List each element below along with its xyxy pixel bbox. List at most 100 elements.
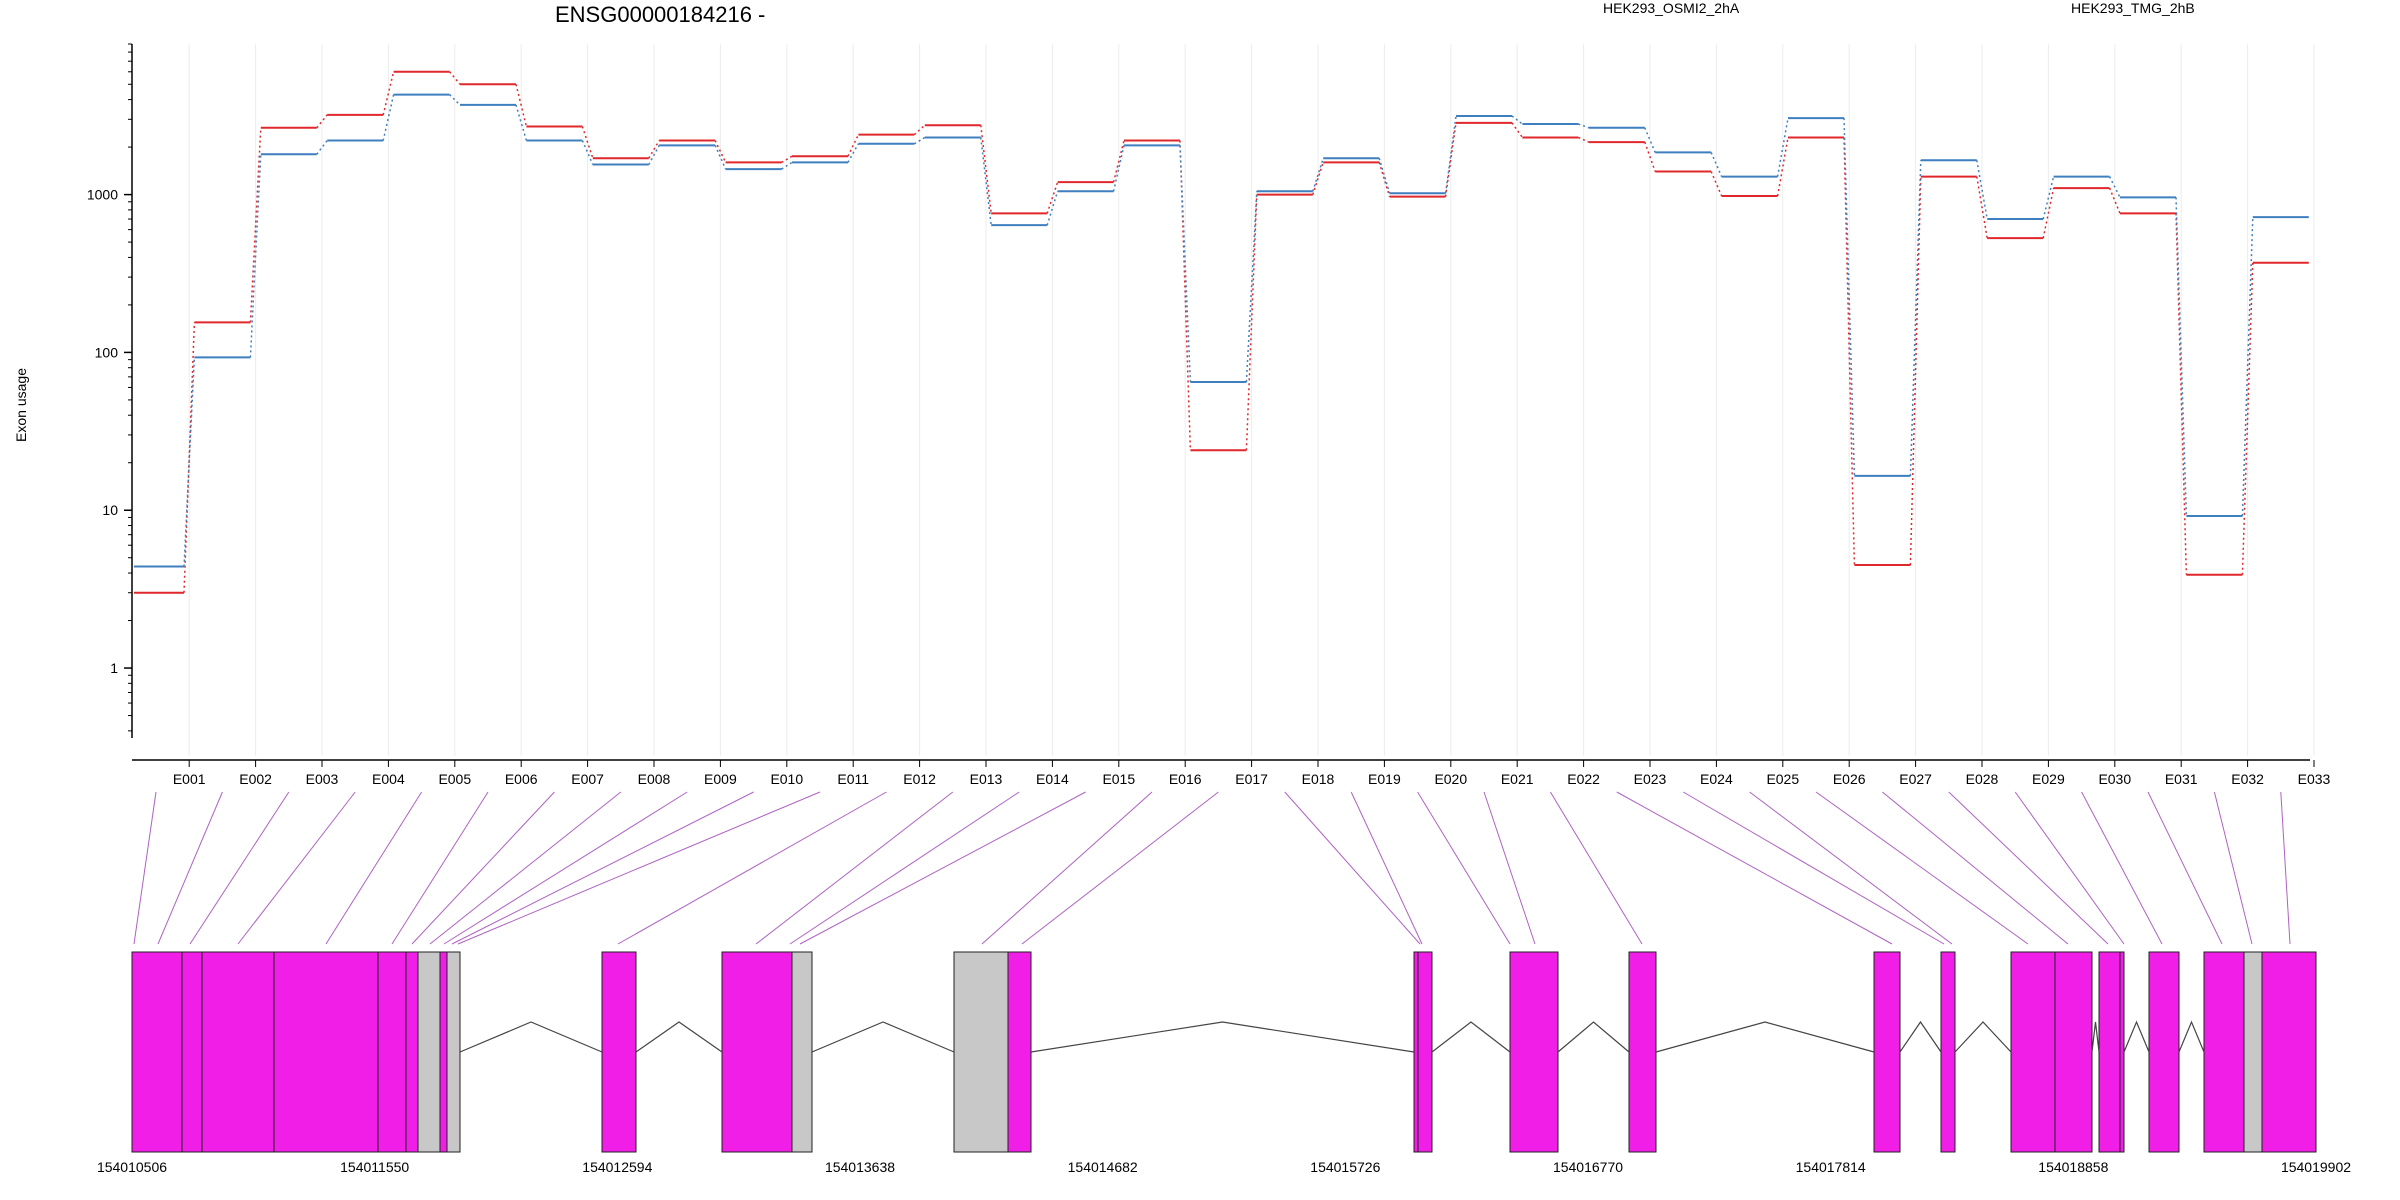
x-tick-label: E017 <box>1235 771 1268 787</box>
exon-block <box>2243 951 2263 1153</box>
coordinate-label: 154013638 <box>825 1159 895 1175</box>
y-tick-label: 100 <box>95 344 119 360</box>
exon-connector <box>799 791 1086 945</box>
exon-connector <box>429 791 622 945</box>
x-tick-label: E001 <box>173 771 206 787</box>
exon-block <box>2261 951 2317 1153</box>
series-join <box>2175 213 2188 575</box>
legend-series-2: HEK293_TMG_2hB <box>2071 0 2195 16</box>
exon-block <box>1413 951 1419 1153</box>
exon-connector <box>411 791 555 945</box>
exon-block <box>201 951 275 1153</box>
x-tick-label: E007 <box>571 771 604 787</box>
series-1 <box>134 70 2309 594</box>
series-join <box>781 155 793 164</box>
series-join <box>2108 176 2121 198</box>
chart-title: ENSG00000184216 - <box>555 2 765 27</box>
exon-connector <box>1948 791 2109 945</box>
exon-connector <box>189 791 290 945</box>
exon-connector <box>1549 791 1643 945</box>
coordinate-label: 154016770 <box>1553 1159 1623 1175</box>
x-tick-label: E002 <box>239 771 272 787</box>
series-join <box>183 322 196 593</box>
series-join <box>1511 122 1524 138</box>
exon-connector <box>1284 791 1421 945</box>
exon-block <box>439 951 448 1153</box>
coordinate-label: 154017814 <box>1796 1159 1866 1175</box>
exon-block <box>2148 951 2180 1153</box>
x-tick-label: E012 <box>903 771 936 787</box>
x-tick-label: E027 <box>1899 771 1932 787</box>
exon-connector <box>133 791 157 945</box>
exon-connector <box>2147 791 2223 945</box>
exon-block <box>1873 951 1901 1153</box>
legend-series-1: HEK293_OSMI2_2hA <box>1603 0 1740 16</box>
series-join <box>2175 197 2188 516</box>
x-tick-label: E015 <box>1102 771 1135 787</box>
x-tick-label: E014 <box>1036 771 1069 787</box>
series-join <box>2042 176 2055 220</box>
exon-block <box>1417 951 1433 1153</box>
series-join <box>1710 152 1723 177</box>
series-join <box>382 71 395 116</box>
x-tick-label: E003 <box>306 771 339 787</box>
series-join <box>781 161 793 170</box>
series-join <box>581 126 594 159</box>
coordinate-label: 154010506 <box>97 1159 167 1175</box>
x-tick-label: E029 <box>2032 771 2065 787</box>
exon-block <box>791 951 813 1153</box>
exon-block <box>405 951 419 1153</box>
exon-connector <box>2081 791 2163 945</box>
series-join <box>714 140 727 163</box>
exon-block <box>377 951 407 1153</box>
intron-line <box>1030 1021 1415 1053</box>
exon-connector <box>1682 791 1945 945</box>
series-join <box>847 143 860 163</box>
exon-connector <box>617 791 887 945</box>
x-tick-label: E033 <box>2298 771 2331 787</box>
series-join <box>1378 162 1391 197</box>
intron-line <box>811 1021 955 1053</box>
x-tick-label: E030 <box>2098 771 2131 787</box>
exon-block <box>1628 951 1657 1153</box>
coordinate-label: 154019902 <box>2281 1159 2351 1175</box>
exon-connector <box>2280 791 2291 945</box>
series-join <box>1578 136 1590 143</box>
x-tick-label: E011 <box>837 771 869 787</box>
series-join <box>2042 187 2055 239</box>
exon-connector <box>391 791 489 945</box>
y-tick-label: 10 <box>102 502 118 518</box>
exon-block <box>1940 951 1956 1153</box>
exon-block <box>953 951 1009 1153</box>
x-tick-label: E022 <box>1567 771 1600 787</box>
x-tick-label: E013 <box>970 771 1003 787</box>
exon-connector <box>457 791 821 945</box>
axes: 1 10 100 1000 E001 E002 E003 E004 E005 E006 E007 E0… <box>87 43 2331 787</box>
intron-line <box>2123 1020 2150 1053</box>
x-tick-label: E025 <box>1766 771 1799 787</box>
series-join <box>1644 141 1656 172</box>
exon-block <box>446 951 461 1153</box>
exon-block <box>131 951 183 1153</box>
x-tick-label: E019 <box>1368 771 1401 787</box>
series-lines <box>134 70 2309 594</box>
exon-block <box>2010 951 2056 1153</box>
series-join <box>648 145 660 165</box>
series-join <box>847 134 860 157</box>
exon-block <box>417 951 441 1153</box>
coordinate-label: 154018858 <box>2038 1159 2108 1175</box>
intron-line <box>1557 1021 1630 1053</box>
exon-connector <box>1483 791 1536 945</box>
exon-connector <box>755 791 954 945</box>
x-tick-label: E024 <box>1700 771 1733 787</box>
exon-connector <box>1021 791 1219 945</box>
y-tick-label: 1 <box>110 660 118 676</box>
x-tick-label: E028 <box>1966 771 1999 787</box>
x-tick-label: E018 <box>1302 771 1335 787</box>
series-join <box>249 154 262 358</box>
x-tick-label: E005 <box>438 771 471 787</box>
x-tick-label: E004 <box>372 771 405 787</box>
intron-line <box>1899 1020 1942 1053</box>
exon-connector <box>1749 791 1953 945</box>
